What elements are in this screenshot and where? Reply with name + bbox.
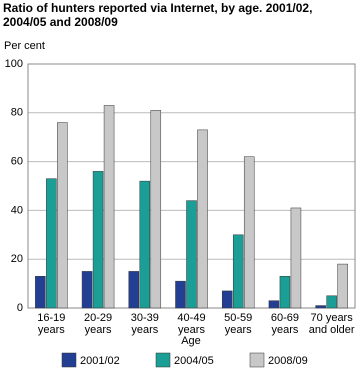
bar: [326, 295, 337, 309]
x-tick-label: 16-19 years: [37, 312, 65, 336]
legend-label: 2004/05: [174, 355, 214, 367]
x-tick-label: 60-69 years: [271, 312, 299, 336]
y-tick-label: 40: [11, 204, 23, 216]
legend-label: 2001/02: [80, 355, 120, 367]
bar: [92, 171, 104, 309]
bar: [46, 178, 57, 309]
bar: [268, 300, 280, 309]
y-tick-label: 100: [5, 58, 23, 70]
bar: [221, 290, 233, 309]
y-tick-label: 60: [11, 156, 23, 168]
bar: [81, 271, 93, 309]
bar: [186, 200, 197, 309]
legend-swatch: [249, 352, 265, 368]
y-tick-label: 20: [11, 253, 23, 265]
bar: [175, 280, 186, 309]
bar: [57, 122, 68, 309]
bar: [103, 105, 115, 309]
x-tick-label: 40-49 years: [177, 312, 205, 336]
bar: [290, 207, 302, 309]
bar: [232, 234, 244, 309]
y-tick-label: 0: [17, 302, 23, 314]
bar: [139, 180, 151, 309]
y-axis-label: Per cent: [4, 40, 45, 52]
bar: [35, 276, 46, 309]
x-tick-label: 70 years and older: [309, 312, 355, 336]
y-tick-label: 80: [11, 107, 23, 119]
bar: [150, 110, 162, 309]
x-tick-label: 50-59 years: [224, 312, 252, 336]
legend-swatch: [61, 352, 77, 368]
bar: [197, 129, 208, 309]
chart-title: Ratio of hunters reported via Internet, …: [3, 1, 313, 29]
x-tick-label: 30-39 years: [131, 312, 159, 336]
bar: [243, 156, 255, 309]
x-tick-label: 20-29 years: [84, 312, 112, 336]
legend-label: 2008/09: [268, 355, 308, 367]
bar: [315, 305, 326, 309]
legend-swatch: [155, 352, 171, 368]
bar: [337, 263, 348, 309]
x-axis-label: Age: [181, 335, 201, 347]
bar: [128, 271, 140, 309]
bar: [279, 276, 291, 309]
